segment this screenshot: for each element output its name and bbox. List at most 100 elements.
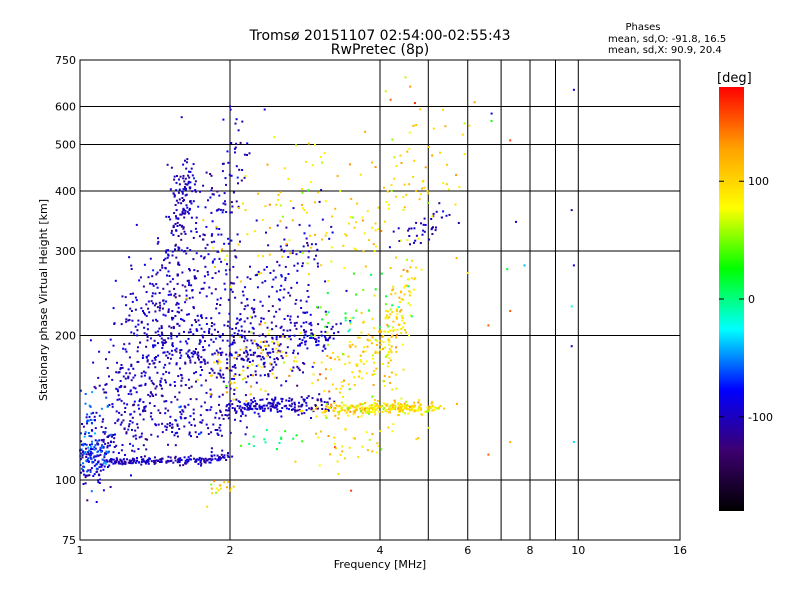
- data-point: [195, 252, 198, 255]
- data-point: [140, 375, 143, 378]
- data-point: [180, 349, 183, 351]
- colorbar-label: [deg]: [717, 71, 752, 86]
- data-point: [280, 351, 283, 353]
- data-point: [301, 203, 303, 206]
- data-point: [147, 393, 150, 396]
- data-point: [326, 354, 329, 357]
- data-point: [183, 180, 186, 183]
- data-point: [108, 460, 111, 463]
- data-point: [239, 318, 242, 321]
- data-point: [130, 462, 133, 465]
- data-point: [405, 400, 408, 403]
- data-point: [211, 277, 214, 279]
- data-point: [105, 450, 108, 453]
- data-point: [325, 313, 328, 316]
- data-point: [162, 351, 165, 354]
- data-point: [84, 474, 87, 477]
- data-point: [261, 281, 264, 284]
- data-point: [275, 290, 278, 293]
- data-point: [175, 350, 178, 353]
- data-point: [161, 333, 164, 336]
- data-point: [212, 260, 214, 263]
- data-point: [119, 459, 122, 462]
- data-point: [323, 389, 326, 392]
- data-point: [417, 401, 420, 404]
- data-point: [202, 219, 205, 222]
- data-point: [222, 417, 225, 420]
- data-point: [189, 328, 192, 331]
- data-point: [282, 329, 285, 332]
- data-point: [294, 356, 297, 359]
- data-point: [98, 350, 101, 353]
- data-point: [236, 276, 239, 279]
- data-point: [206, 459, 208, 462]
- data-point: [192, 412, 195, 415]
- data-point: [317, 436, 320, 439]
- data-point: [252, 354, 255, 356]
- data-point: [113, 446, 116, 448]
- data-point: [413, 278, 416, 281]
- data-point: [120, 449, 123, 452]
- data-point: [304, 160, 307, 163]
- data-point: [167, 337, 170, 340]
- data-point: [257, 346, 260, 349]
- data-point: [270, 363, 273, 366]
- data-point: [280, 415, 283, 418]
- data-point: [111, 435, 113, 438]
- data-point: [160, 384, 162, 387]
- data-point: [490, 112, 493, 115]
- data-point: [138, 400, 141, 403]
- data-point: [333, 332, 335, 335]
- data-point: [197, 351, 200, 354]
- data-point: [150, 379, 153, 382]
- data-point: [383, 406, 385, 409]
- data-point: [307, 256, 310, 259]
- data-point: [325, 410, 328, 412]
- data-point: [157, 354, 160, 357]
- data-point: [246, 339, 249, 342]
- data-point: [303, 400, 306, 403]
- data-point: [224, 177, 227, 180]
- data-point: [192, 333, 195, 336]
- data-point: [268, 253, 271, 256]
- data-point: [292, 352, 295, 354]
- data-point: [223, 454, 226, 457]
- data-point: [112, 462, 115, 465]
- data-point: [320, 334, 323, 337]
- data-point: [213, 328, 216, 331]
- data-point: [88, 404, 91, 407]
- data-point: [153, 304, 156, 307]
- data-point: [175, 229, 178, 232]
- data-point: [169, 415, 172, 418]
- data-point: [307, 284, 310, 286]
- data-point: [152, 269, 155, 272]
- data-point: [331, 231, 334, 234]
- data-point: [398, 296, 401, 299]
- data-point: [408, 405, 411, 408]
- data-point: [163, 342, 166, 345]
- data-point: [196, 314, 199, 317]
- data-point: [350, 317, 353, 320]
- data-point: [289, 321, 292, 324]
- data-point: [235, 323, 238, 326]
- data-point: [219, 347, 222, 350]
- data-point: [230, 201, 233, 204]
- data-point: [123, 428, 126, 430]
- data-point: [319, 373, 322, 376]
- data-point: [218, 417, 221, 420]
- data-point: [161, 431, 164, 434]
- x-tick-label: 2: [227, 544, 234, 557]
- data-point: [208, 328, 211, 330]
- data-point: [178, 391, 181, 394]
- data-point: [321, 161, 323, 164]
- data-point: [397, 402, 400, 405]
- data-point: [279, 204, 282, 207]
- data-point: [137, 346, 139, 349]
- data-point: [119, 380, 122, 382]
- data-point: [193, 372, 196, 375]
- data-point: [169, 422, 171, 425]
- data-point: [120, 413, 123, 416]
- data-point: [216, 298, 219, 301]
- data-point: [358, 336, 361, 339]
